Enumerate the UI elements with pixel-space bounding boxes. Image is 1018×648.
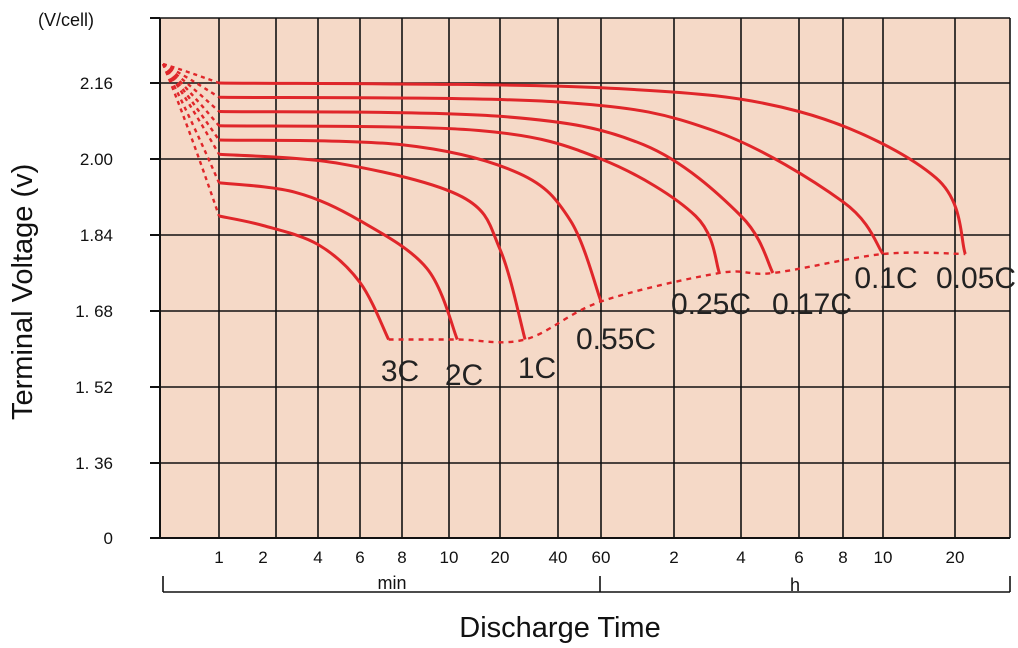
- y-tick-label-1: 1. 36: [75, 454, 113, 473]
- x-tick-hour-3: 8: [838, 548, 847, 567]
- series-label-0_25C: 0.25C: [671, 288, 751, 321]
- series-initial-dash-6: [162, 62, 220, 99]
- x-tick-min-3: 6: [355, 548, 364, 567]
- x-group-min-label: min: [377, 573, 406, 593]
- series-line-2C: [218, 181, 459, 341]
- cutoff-line: [388, 251, 966, 344]
- x-tick-hour-0: 2: [669, 548, 678, 567]
- series-initial-dash-4: [162, 63, 220, 127]
- series-label-0_1C: 0.1C: [854, 262, 917, 295]
- series-line-0_55C: [218, 138, 603, 303]
- y-tick-label-3: 1. 68: [75, 302, 113, 321]
- series-line-0_25C: [218, 124, 721, 274]
- y-tick-label-0: 0: [104, 529, 113, 548]
- x-tick-min-8: 60: [592, 548, 611, 567]
- series-initial-dash-1: [161, 63, 221, 184]
- x-tick-min-7: 40: [549, 548, 568, 567]
- series-initial-dash-5: [162, 63, 220, 113]
- series-label-3C: 3C: [381, 355, 419, 388]
- y-tick-label-5: 2.00: [80, 150, 113, 169]
- series-initial-dash-0: [161, 63, 221, 217]
- x-tick-min-0: 1: [214, 548, 223, 567]
- y-tick-label-6: 2.16: [80, 74, 113, 93]
- series-label-1C: 1C: [518, 352, 556, 385]
- series-line-0_05C: [218, 81, 967, 255]
- series-label-2C: 2C: [445, 359, 483, 392]
- x-tick-min-1: 2: [258, 548, 267, 567]
- series-initial-dash-7: [162, 62, 220, 85]
- series-label-0_05C: 0.05C: [936, 262, 1016, 295]
- y-unit-label: (V/cell): [38, 10, 94, 30]
- x-tick-hour-1: 4: [736, 548, 745, 567]
- x-tick-min-6: 20: [491, 548, 510, 567]
- y-tick-label-4: 1.84: [80, 226, 113, 245]
- series-line-0_1C: [218, 95, 885, 255]
- x-tick-min-5: 10: [440, 548, 459, 567]
- x-tick-hour-2: 6: [794, 548, 803, 567]
- x-group-hour-label: h: [790, 575, 800, 595]
- series-line-1C: [218, 152, 527, 340]
- y-tick-label-2: 1. 52: [75, 378, 113, 397]
- x-axis-title: Discharge Time: [459, 612, 660, 644]
- y-axis-title: Terminal Voltage (v): [7, 164, 39, 420]
- x-tick-hour-5: 20: [946, 548, 965, 567]
- y-tick-labels: 0 1. 36 1. 52 1. 68 1.84 2.00 2.16: [75, 74, 113, 548]
- series-label-0_55C: 0.55C: [576, 323, 656, 356]
- x-tick-min-4: 8: [397, 548, 406, 567]
- series-label-0_17C: 0.17C: [772, 288, 852, 321]
- x-tick-min-2: 4: [313, 548, 322, 567]
- series-line-0_17C: [218, 110, 775, 274]
- x-tick-labels: 1 2 4 6 8 10 20 40 60 2 4 6 8 10 20: [214, 548, 964, 567]
- discharge-curves: [161, 62, 967, 344]
- series-line-3C: [218, 214, 390, 341]
- x-tick-hour-4: 10: [874, 548, 893, 567]
- axes: [150, 17, 1011, 593]
